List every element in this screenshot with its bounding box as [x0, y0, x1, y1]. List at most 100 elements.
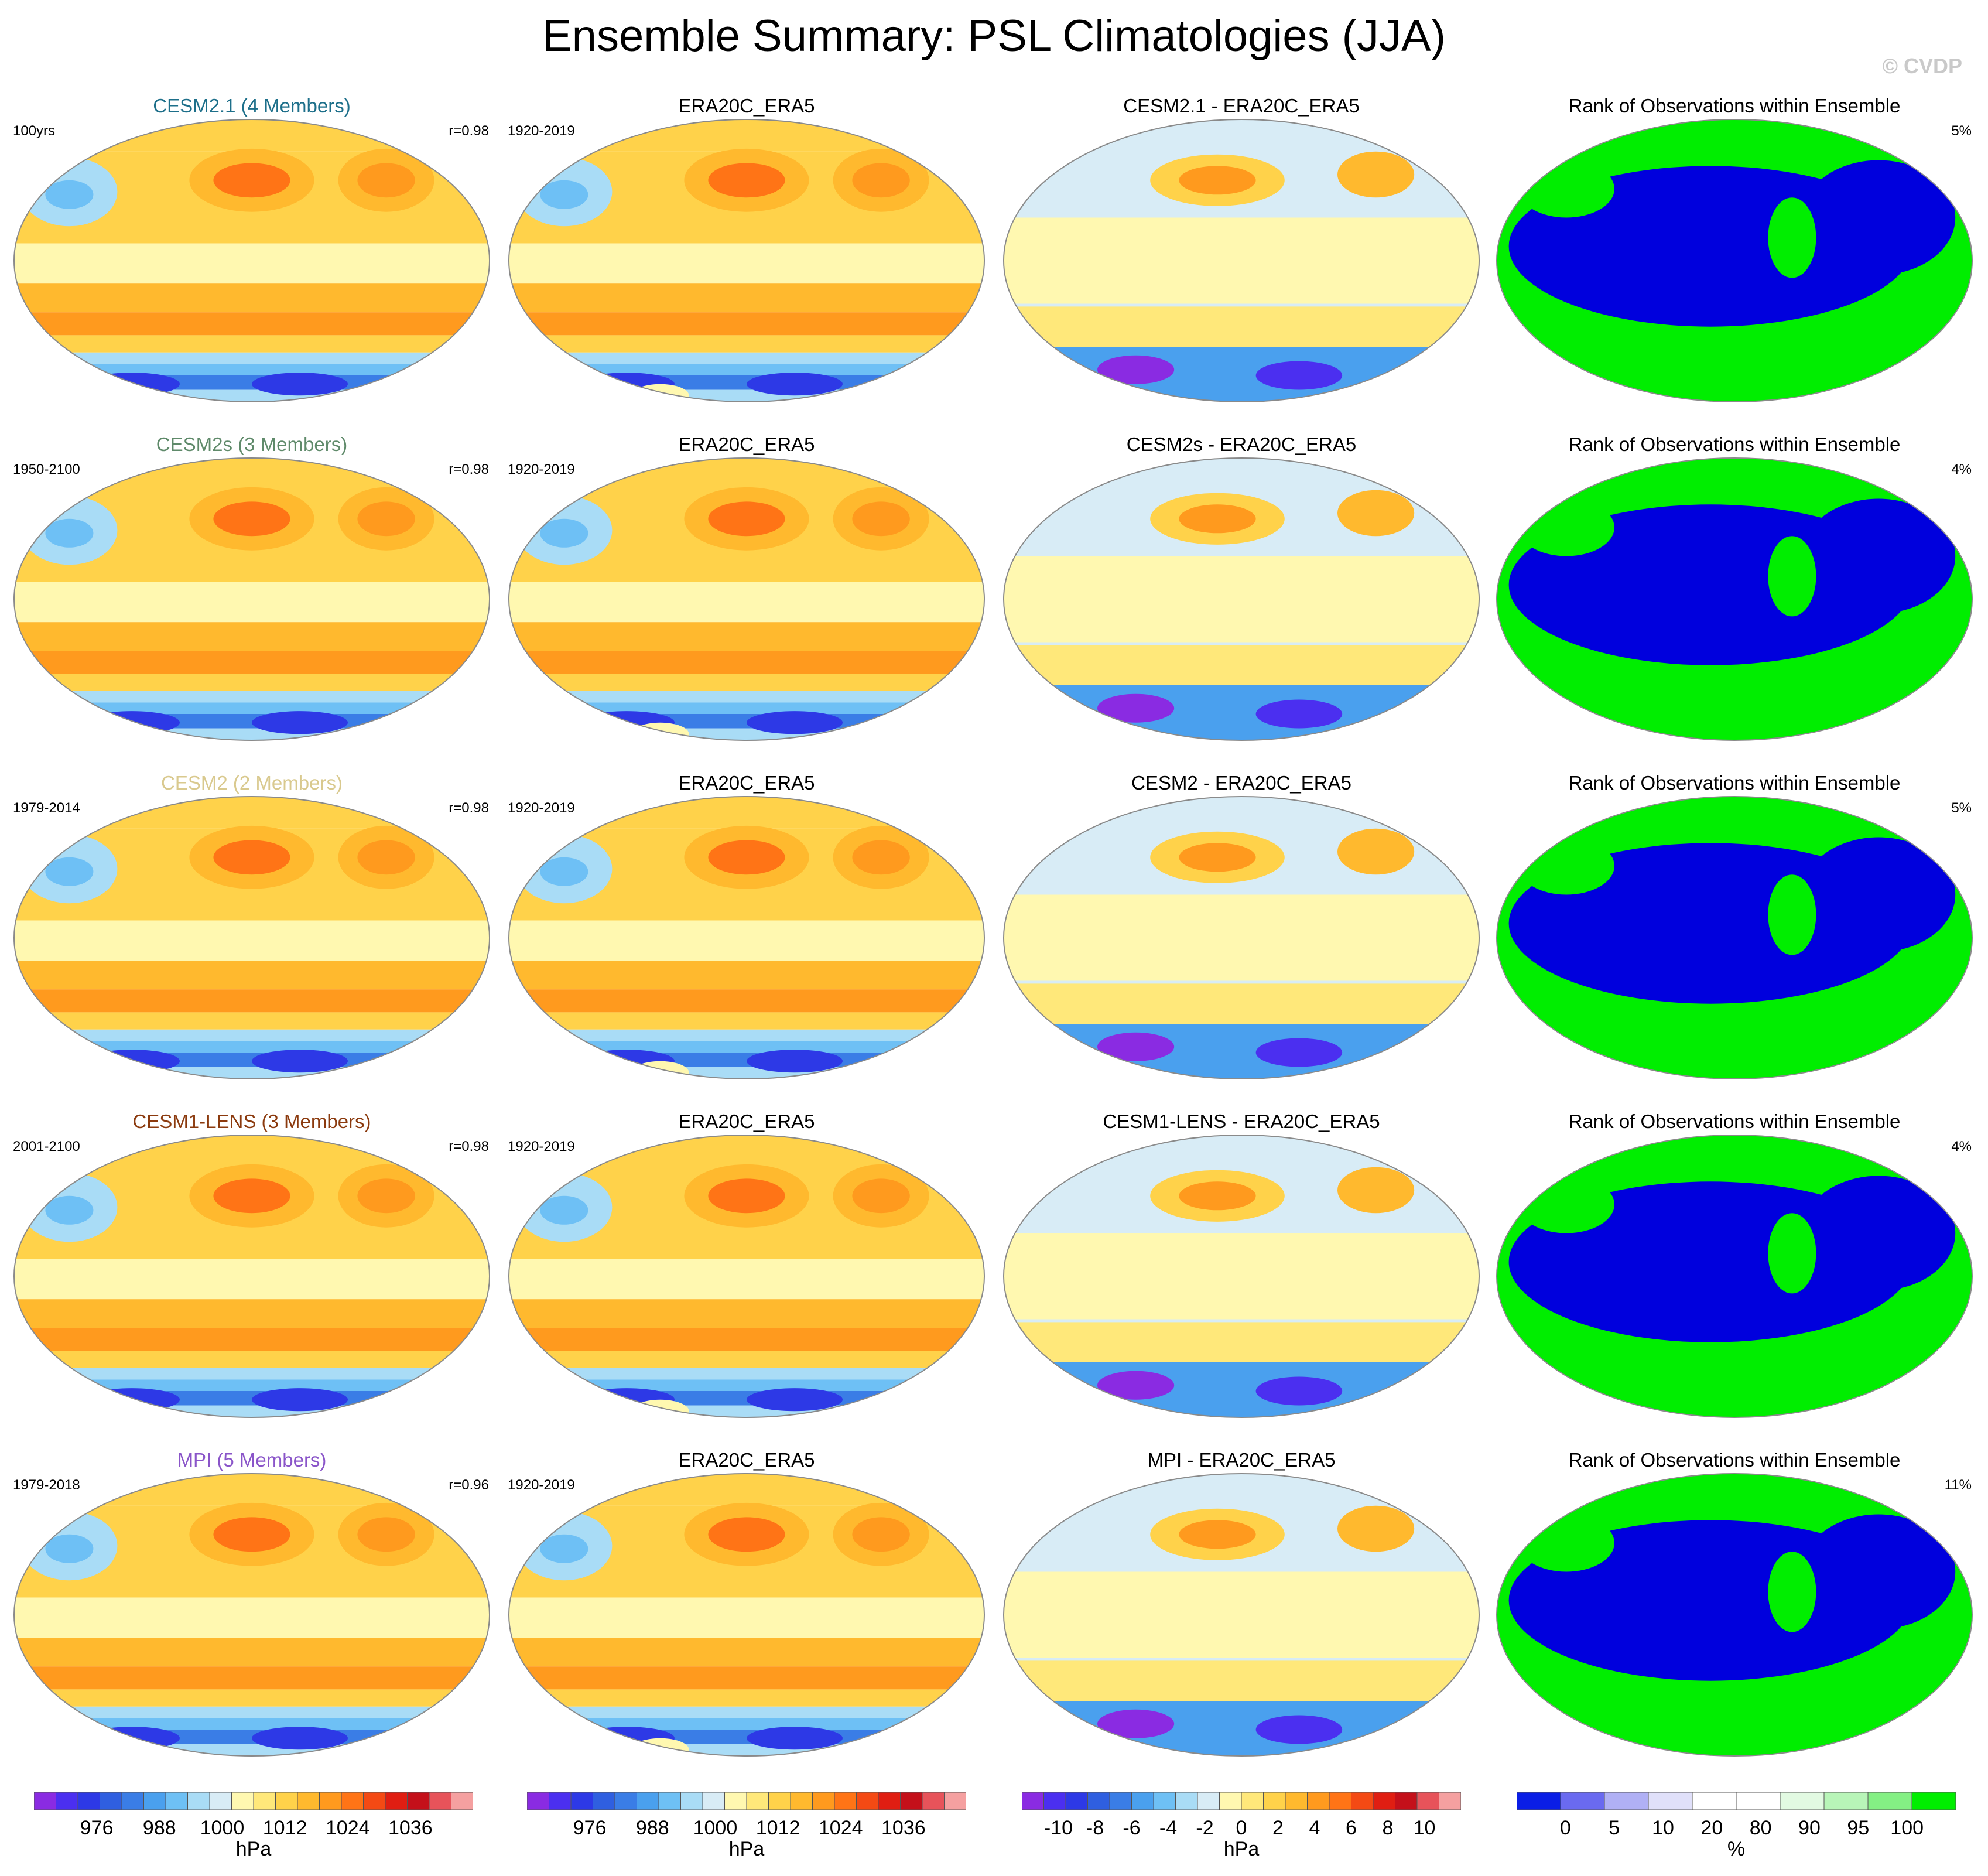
colorbar-swatch: [209, 1792, 232, 1810]
colorbar-swatch: [768, 1792, 791, 1810]
map-border: [508, 1135, 985, 1418]
diff-negative: [1097, 1371, 1175, 1400]
colorbar-tick-label: 10: [1652, 1817, 1674, 1839]
model-period: 100yrs: [13, 123, 56, 139]
map-band: [509, 312, 984, 336]
colorbar-swatch: [187, 1792, 210, 1810]
colorbar-tick-label: 90: [1798, 1817, 1821, 1839]
map-band: [509, 1666, 984, 1690]
map-band: [14, 243, 490, 284]
diff-panel-title: CESM2 - ERA20C_ERA5: [1131, 772, 1351, 794]
colorbar-tick-label: 2: [1272, 1817, 1284, 1839]
model-correlation: r=0.98: [449, 462, 489, 477]
colorbar-swatch: [878, 1792, 901, 1810]
model-panel-title: CESM2s (3 Members): [156, 433, 348, 455]
map-band: [14, 1391, 490, 1406]
colorbar-tick-label: -6: [1123, 1817, 1141, 1839]
map-band: [14, 1689, 490, 1707]
diff-panel-title: CESM2.1 - ERA20C_ERA5: [1123, 95, 1360, 117]
colorbar-tick-label: 1012: [262, 1817, 307, 1839]
map-band: [14, 797, 490, 829]
obs-panel-title: ERA20C_ERA5: [678, 1449, 815, 1471]
map-band: [14, 1666, 490, 1690]
colorbar-swatch: [231, 1792, 254, 1810]
colorbar-swatch: [1560, 1792, 1605, 1810]
colorbar-swatch: [549, 1792, 572, 1810]
colorbar-swatch: [1329, 1792, 1351, 1810]
colorbar-swatch: [1439, 1792, 1461, 1810]
map-border: [1496, 1473, 1973, 1757]
map-band: [509, 920, 984, 961]
colorbar-swatch: [680, 1792, 703, 1810]
rank-percent: 4%: [1951, 1139, 1972, 1154]
colorbar-0: [34, 1792, 473, 1810]
model-panel-title: CESM2.1 (4 Members): [153, 95, 351, 117]
map-band: [14, 1351, 490, 1368]
map-band: [14, 622, 490, 651]
map-band: [14, 1706, 490, 1718]
colorbar-swatch: [1197, 1792, 1220, 1810]
map-band: [509, 335, 984, 353]
obs-panel-title: ERA20C_ERA5: [678, 1110, 815, 1132]
map-band: [14, 364, 490, 375]
diff-panel-title: CESM2s - ERA20C_ERA5: [1126, 433, 1357, 455]
map-border: [13, 457, 490, 741]
map-band: [509, 1351, 984, 1368]
model-map: [13, 1135, 490, 1418]
colorbar-swatch: [165, 1792, 188, 1810]
colorbar-tick-label: 100: [1890, 1817, 1924, 1839]
colorbar-swatch: [1736, 1792, 1781, 1810]
map-band: [14, 651, 490, 674]
map-band: [14, 1299, 490, 1328]
map-band: [509, 1041, 984, 1053]
colorbar-swatch: [658, 1792, 681, 1810]
colorbar-tick-label: 1036: [388, 1817, 433, 1839]
colorbar-swatch: [790, 1792, 813, 1810]
map-band: [509, 1730, 984, 1744]
colorbar-tick-label: 0: [1559, 1817, 1571, 1839]
model-correlation: r=0.96: [449, 1477, 489, 1493]
model-panel-title: MPI (5 Members): [177, 1449, 327, 1471]
watermark: © CVDP: [1882, 54, 1962, 78]
map-border: [508, 796, 985, 1079]
map-band: [14, 1029, 490, 1041]
rank-map: [1496, 796, 1973, 1079]
colorbar-swatch: [341, 1792, 364, 1810]
map-band: [14, 458, 490, 490]
colorbar-swatch: [100, 1792, 122, 1810]
map-border: [1496, 457, 1973, 741]
colorbar-swatch: [1307, 1792, 1330, 1810]
diff-map: [1003, 796, 1480, 1079]
map-border: [1003, 1135, 1480, 1418]
rank-panel-title: Rank of Observations within Ensemble: [1568, 1449, 1901, 1471]
map-band: [509, 1135, 984, 1167]
map-band: [509, 1053, 984, 1067]
colorbar-swatch: [637, 1792, 659, 1810]
rank-panel-title: Rank of Observations within Ensemble: [1568, 1110, 1901, 1132]
map-band: [14, 352, 490, 364]
map-band: [509, 1474, 984, 1506]
map-band: [509, 1689, 984, 1707]
colorbar-tick-label: 20: [1700, 1817, 1723, 1839]
map-band: [14, 989, 490, 1013]
map-band: [509, 283, 984, 313]
obs-map: [508, 119, 985, 402]
colorbar-tick-label: 10: [1413, 1817, 1436, 1839]
colorbar-swatch: [593, 1792, 615, 1810]
map-band: [14, 582, 490, 623]
colorbar-swatch: [143, 1792, 166, 1810]
map-band: [509, 1259, 984, 1300]
colorbar-swatch: [1043, 1792, 1066, 1810]
diff-map: [1003, 1473, 1480, 1757]
map-band: [14, 1379, 490, 1391]
model-map: [13, 796, 490, 1079]
diff-negative: [1097, 355, 1175, 384]
colorbar-swatch: [527, 1792, 549, 1810]
colorbar-tick-label: -8: [1086, 1817, 1104, 1839]
model-period: 1979-2018: [13, 1477, 80, 1493]
colorbar-swatch: [746, 1792, 769, 1810]
colorbar-swatch: [944, 1792, 966, 1810]
map-border: [508, 119, 985, 402]
colorbar-tick-label: -2: [1196, 1817, 1214, 1839]
rank-panel-title: Rank of Observations within Ensemble: [1568, 772, 1901, 794]
